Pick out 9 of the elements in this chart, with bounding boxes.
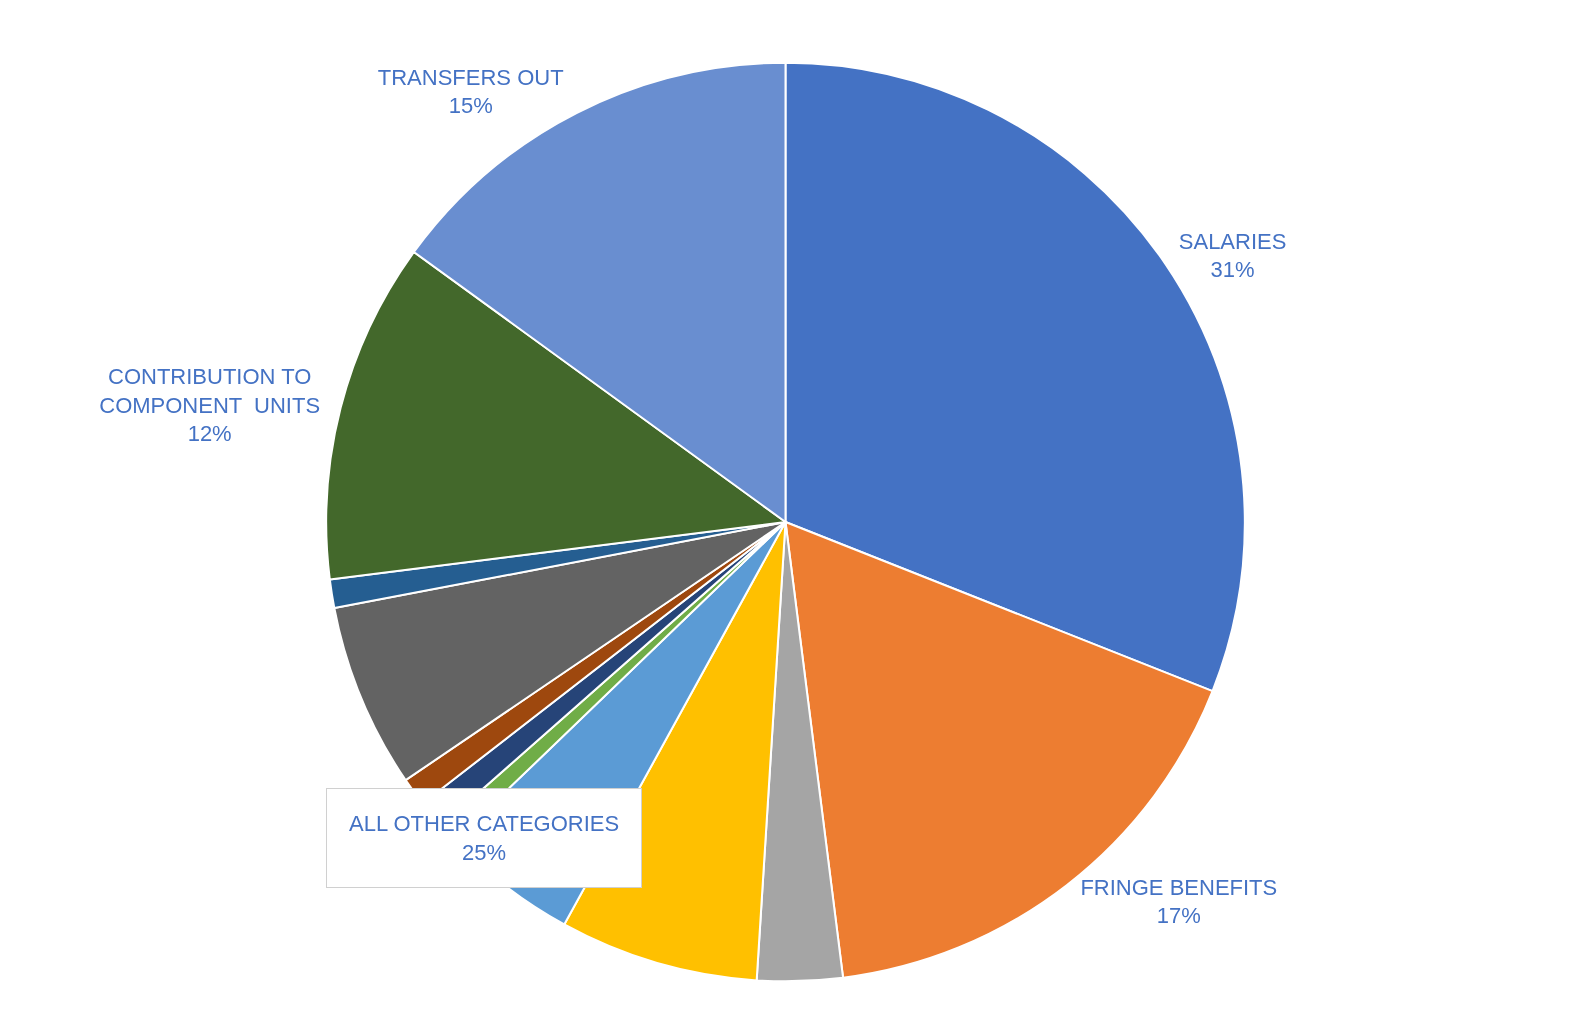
slice-label: CONTRIBUTION TO COMPONENT UNITS bbox=[99, 364, 321, 418]
slice-label: TRANSFERS OUT bbox=[377, 64, 564, 90]
slice-label: SALARIES bbox=[1178, 228, 1287, 254]
slice-label: FRINGE BENEFITS bbox=[1080, 874, 1278, 900]
data-label: 31% bbox=[1210, 257, 1255, 283]
data-label: 12% bbox=[187, 421, 232, 447]
data-label: 15% bbox=[448, 93, 493, 119]
text: ALL OTHER CATEGORIES 25% bbox=[349, 811, 620, 865]
data-label: 17% bbox=[1156, 903, 1201, 929]
